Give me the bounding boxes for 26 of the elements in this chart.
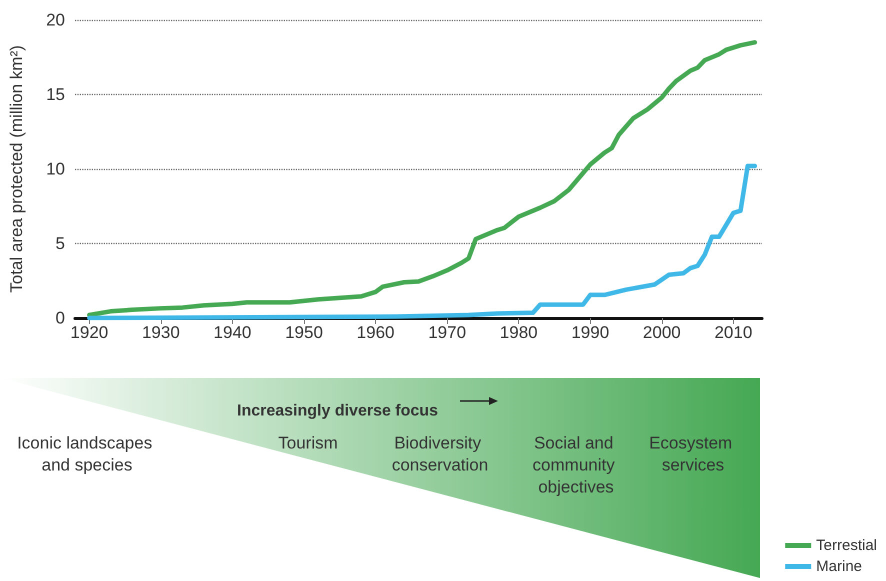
x-tick-label: 2000 [642,323,681,342]
x-tick-label: 2010 [714,323,752,342]
y-axis-title: Total area protected (million km²) [7,45,26,293]
text: Tourism [278,434,338,452]
text: Social and community objectives [532,434,620,496]
x-tick-label: 1950 [285,323,323,342]
text: Ecosystem services [649,434,737,474]
x-tick-label: 1930 [142,323,180,342]
legend-label: Terrestial [816,537,878,554]
text: Biodiversity conservation [392,434,488,474]
legend-label: Marine [816,558,862,575]
text: Iconic landscapes and species [17,434,157,474]
x-tick-label: 1980 [500,323,538,342]
y-tick-label: 15 [46,85,65,104]
x-tick-label: 1960 [356,323,394,342]
x-tick-label: 1920 [70,323,108,342]
x-tick-label: 1990 [571,323,610,342]
line-series [87,40,758,318]
text: Increasingly diverse focus [237,402,438,420]
y-tick-label: 5 [56,234,65,253]
y-tick-label: 0 [56,308,65,328]
y-tick-label: 20 [46,10,65,30]
line-series [87,164,758,320]
x-tick-label: 1970 [428,323,466,342]
y-tick-label: 10 [46,160,65,178]
x-tick-label: 1940 [214,323,252,342]
